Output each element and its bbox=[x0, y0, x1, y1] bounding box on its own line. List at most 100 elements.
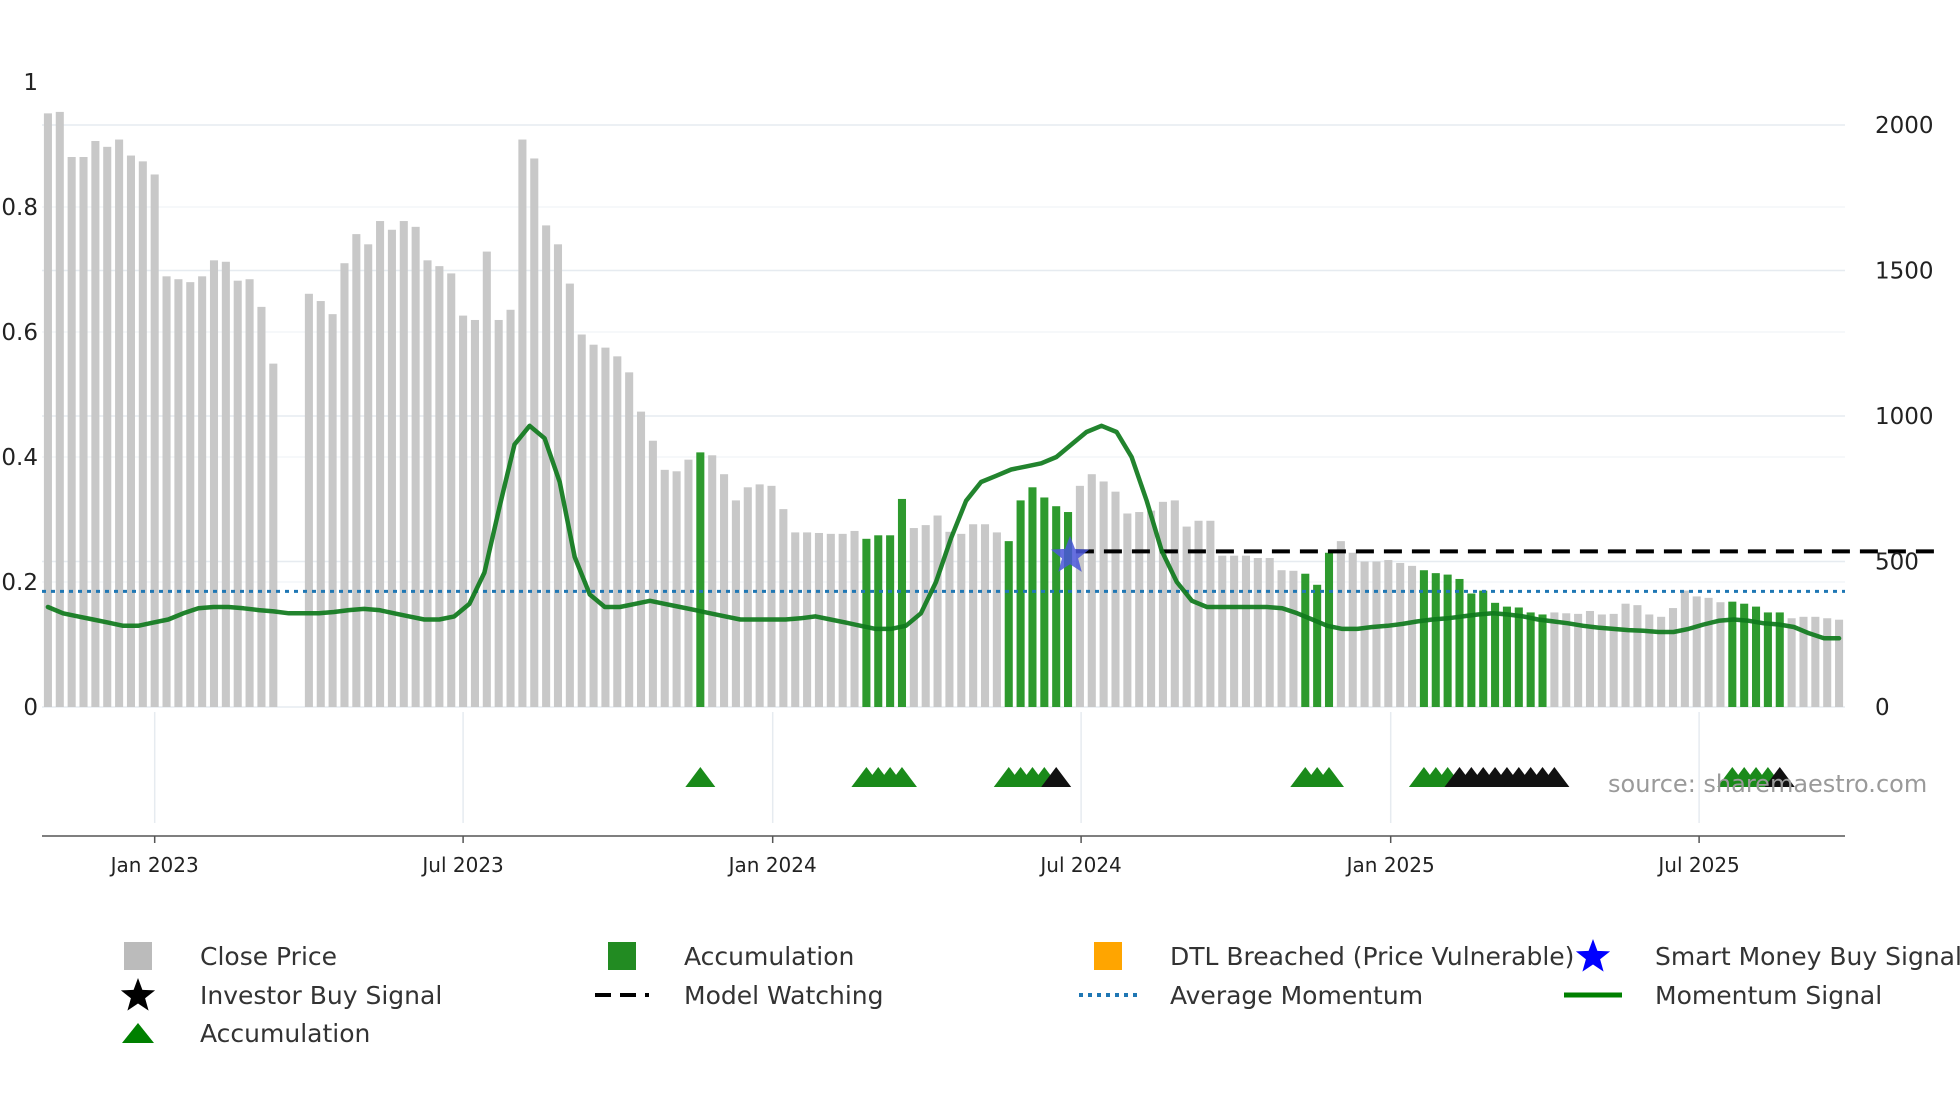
close-price-bar bbox=[423, 260, 432, 707]
y-left-tick-label: 1 bbox=[23, 70, 38, 96]
close-price-bar bbox=[1099, 481, 1108, 707]
close-price-bar bbox=[1597, 614, 1606, 707]
close-price-bar bbox=[779, 509, 788, 707]
y-right-tick-label: 500 bbox=[1875, 550, 1919, 576]
investor-buy-marker bbox=[1764, 767, 1795, 787]
close-price-bar bbox=[1170, 500, 1179, 707]
axes: Jan 2023 Jul 2023 Jan 2024 Jul 2024 Jan 2025… bbox=[1, 70, 1933, 877]
close-price-bar bbox=[1799, 616, 1808, 707]
close-price-bar bbox=[945, 531, 954, 707]
signal-lines bbox=[42, 423, 1934, 641]
accumulation-marker bbox=[1314, 767, 1345, 787]
investor-buy-marker bbox=[1041, 767, 1072, 787]
accumulation-bar bbox=[1479, 590, 1488, 707]
close-price-bar bbox=[530, 158, 539, 708]
accumulation-bar bbox=[1728, 601, 1737, 707]
accumulation-bar bbox=[1752, 606, 1761, 707]
close-price-bar bbox=[1336, 541, 1345, 707]
close-price-bar bbox=[1253, 558, 1262, 707]
close-price-bar bbox=[411, 226, 420, 707]
accumulation-bar bbox=[1491, 602, 1500, 707]
close-price-bar bbox=[1408, 565, 1417, 707]
close-price-bar bbox=[328, 314, 337, 707]
accumulation-marker bbox=[685, 767, 716, 787]
close-price-bar bbox=[115, 139, 124, 708]
close-price-bar bbox=[1218, 555, 1227, 707]
close-price-bar bbox=[601, 347, 610, 707]
y-left-tick-label: 0.6 bbox=[1, 320, 38, 346]
close-price-bar bbox=[992, 532, 1001, 707]
close-price-bar bbox=[1704, 597, 1713, 707]
accumulation-bar bbox=[1040, 497, 1049, 707]
accumulation-bar bbox=[1526, 612, 1535, 707]
close-price-bar bbox=[364, 244, 373, 707]
investor-buy-marker bbox=[1539, 767, 1570, 787]
close-price-bar bbox=[482, 251, 491, 707]
x-tick-label: Jul 2024 bbox=[1038, 853, 1121, 877]
close-price-bar bbox=[387, 229, 396, 707]
x-tick-label: Jan 2023 bbox=[109, 853, 199, 877]
close-price-bar bbox=[55, 111, 64, 707]
accumulation-bar bbox=[1324, 552, 1334, 707]
accumulation-bar bbox=[1502, 606, 1511, 707]
close-price-bar bbox=[174, 279, 183, 707]
close-price-bar bbox=[1585, 610, 1595, 707]
close-price-bar bbox=[542, 225, 551, 707]
close-price-bar bbox=[257, 306, 266, 707]
close-price-bar bbox=[1372, 561, 1381, 707]
accumulation-bar bbox=[1004, 541, 1013, 707]
accumulation-bar bbox=[886, 535, 895, 707]
close-price-bar bbox=[1111, 491, 1120, 707]
close-price-bar bbox=[91, 141, 100, 707]
close-price-bar bbox=[1692, 596, 1701, 707]
close-price-bar bbox=[743, 487, 752, 707]
close-price-bar bbox=[921, 525, 930, 707]
accumulation-bar bbox=[1514, 607, 1523, 707]
close-price-bar bbox=[589, 344, 598, 707]
accumulation-bar bbox=[1052, 506, 1061, 707]
close-price-bar bbox=[506, 309, 515, 707]
close-price-bar bbox=[67, 157, 76, 707]
signal-markers bbox=[685, 535, 1795, 787]
close-price-bar bbox=[1668, 608, 1678, 707]
close-price-bar bbox=[720, 474, 729, 707]
close-price-bar bbox=[577, 334, 586, 707]
accumulation-bar bbox=[1028, 487, 1037, 707]
close-price-bar bbox=[969, 524, 978, 707]
close-price-bar bbox=[1194, 520, 1203, 707]
close-price-bar bbox=[1360, 561, 1369, 707]
close-price-bar bbox=[1123, 513, 1132, 707]
close-price-bar bbox=[1835, 619, 1844, 707]
close-price-bar bbox=[1135, 512, 1144, 707]
accumulation-bar bbox=[1775, 612, 1784, 707]
close-price-bar bbox=[1562, 613, 1571, 707]
accumulation-bar bbox=[862, 538, 871, 707]
close-price-bar bbox=[1657, 616, 1666, 707]
smart-money-buy-star bbox=[1051, 535, 1090, 572]
close-price-bar bbox=[1384, 560, 1393, 707]
close-price-bar bbox=[1645, 614, 1654, 707]
close-price-bar bbox=[636, 411, 646, 707]
accumulation-bar bbox=[1467, 593, 1476, 707]
x-tick-label: Jan 2024 bbox=[727, 853, 817, 877]
close-price-bar bbox=[447, 273, 456, 707]
close-price-bars bbox=[43, 111, 1844, 708]
close-price-bar bbox=[1811, 616, 1820, 707]
close-price-bar bbox=[1633, 605, 1642, 707]
close-price-bar bbox=[1087, 474, 1096, 707]
accumulation-bar bbox=[1301, 573, 1310, 707]
close-price-bar bbox=[43, 113, 52, 708]
accumulation-bar bbox=[1313, 584, 1322, 707]
close-price-bar bbox=[1823, 618, 1832, 707]
close-price-bar bbox=[376, 221, 385, 707]
momentum-signal-line bbox=[45, 423, 1842, 641]
close-price-bar bbox=[755, 484, 764, 707]
accumulation-bar bbox=[1740, 603, 1749, 707]
close-price-bar bbox=[126, 155, 135, 707]
close-price-bar bbox=[138, 161, 147, 707]
close-price-bar bbox=[1550, 612, 1559, 707]
y-left-tick-label: 0 bbox=[23, 695, 38, 721]
x-tick-label: Jul 2023 bbox=[420, 853, 503, 877]
source-label: source: sharemaestro.com bbox=[1608, 770, 1928, 798]
accumulation-bar bbox=[1431, 573, 1440, 707]
